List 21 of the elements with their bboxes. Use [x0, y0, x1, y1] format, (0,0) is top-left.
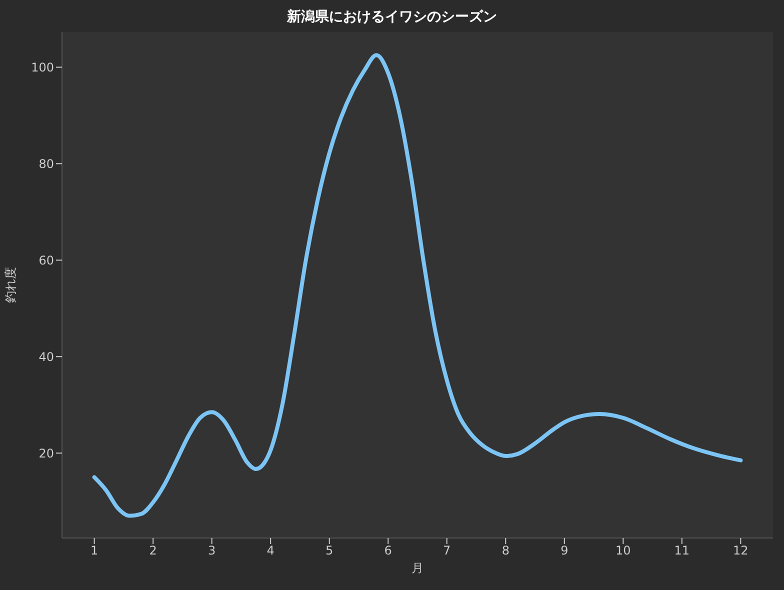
- y-tick-label: 40: [38, 350, 54, 364]
- x-tick-label: 4: [266, 544, 274, 558]
- chart-title: 新潟県におけるイワシのシーズン: [286, 8, 498, 26]
- x-tick-label: 5: [326, 544, 334, 558]
- x-tick-label: 2: [149, 544, 157, 558]
- x-tick-label: 3: [208, 544, 216, 558]
- x-tick-label: 10: [616, 544, 631, 558]
- x-tick-label: 11: [674, 544, 690, 558]
- y-tick-label: 60: [38, 253, 54, 268]
- x-tick-label: 7: [443, 544, 451, 558]
- y-axis-title: 釣れ度: [3, 267, 18, 303]
- line-series: [92, 53, 743, 518]
- y-tick-label: 100: [31, 60, 54, 74]
- x-tick-label: 1: [90, 544, 98, 558]
- x-tick-label: 6: [384, 544, 392, 558]
- x-tick-label: 8: [502, 544, 510, 558]
- y-tick-label: 20: [38, 446, 54, 460]
- x-tick-label: 12: [733, 544, 748, 558]
- x-tick-label: 9: [560, 544, 568, 558]
- x-axis-title: 月: [412, 561, 424, 575]
- y-tick-label: 80: [38, 156, 54, 171]
